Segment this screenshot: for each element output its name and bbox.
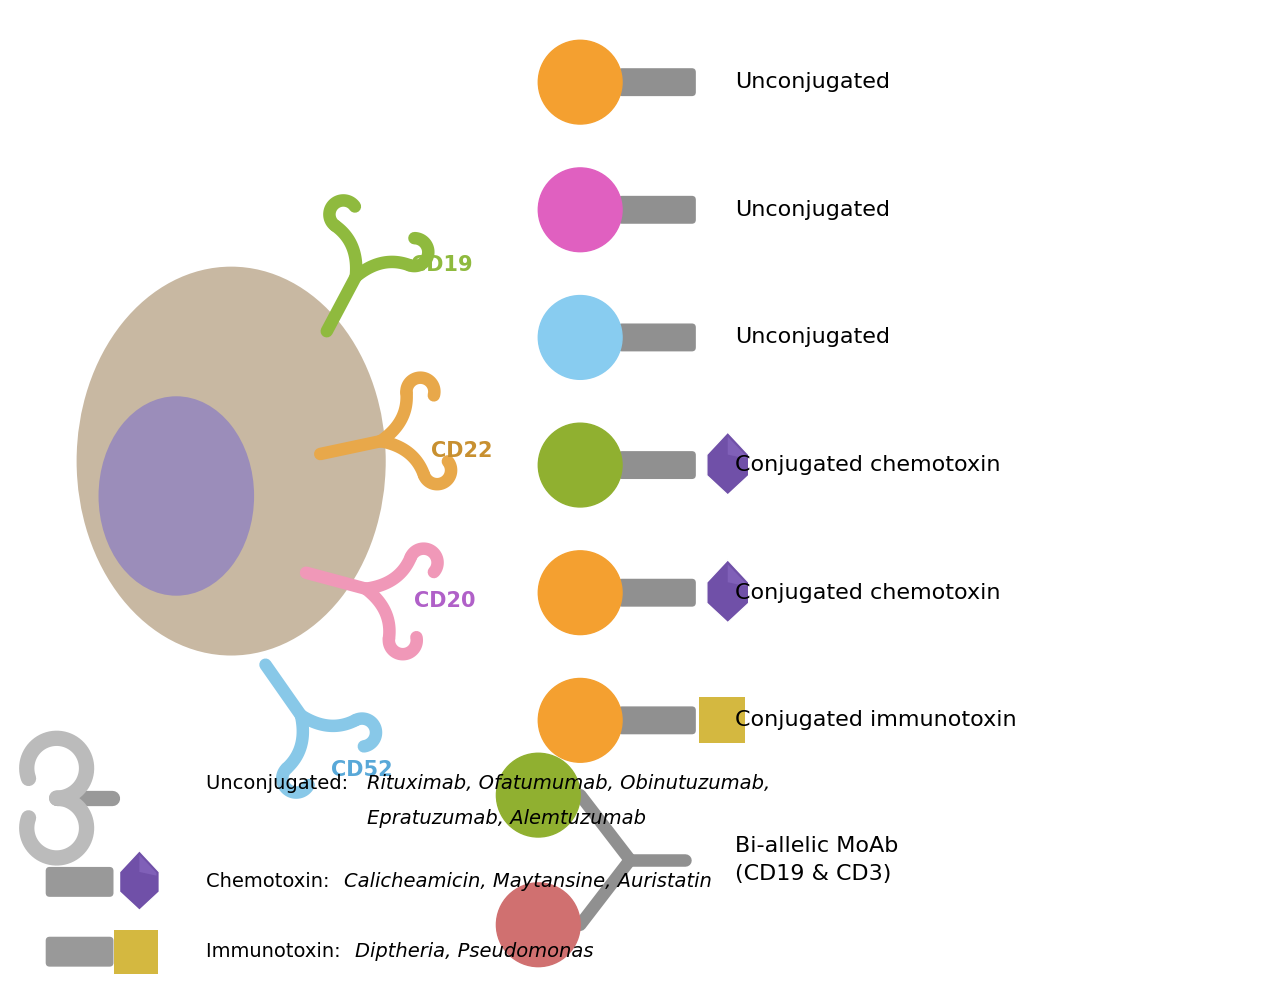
Text: Bi-allelic MoAb
(CD19 & CD3): Bi-allelic MoAb (CD19 & CD3) [735,836,899,884]
Circle shape [539,550,622,635]
Polygon shape [707,560,749,623]
FancyBboxPatch shape [114,930,159,973]
Text: Unconjugated:: Unconjugated: [206,774,355,793]
Text: CD20: CD20 [413,591,475,611]
Circle shape [539,295,622,380]
FancyBboxPatch shape [618,579,696,606]
FancyBboxPatch shape [618,69,696,96]
Text: Unconjugated: Unconjugated [735,200,890,220]
Circle shape [539,168,622,252]
Text: Immunotoxin:: Immunotoxin: [206,942,347,961]
FancyBboxPatch shape [699,697,745,744]
Text: Unconjugated: Unconjugated [735,73,890,92]
Text: Calicheamicin, Maytansine, Auristatin: Calicheamicin, Maytansine, Auristatin [344,872,712,892]
Text: Conjugated chemotoxin: Conjugated chemotoxin [735,583,1000,602]
FancyBboxPatch shape [618,451,696,479]
Text: Chemotoxin:: Chemotoxin: [206,872,335,892]
Ellipse shape [99,396,255,595]
FancyBboxPatch shape [618,706,696,735]
Circle shape [539,679,622,762]
Polygon shape [119,851,159,910]
Circle shape [539,40,622,124]
FancyBboxPatch shape [618,196,696,224]
FancyBboxPatch shape [46,867,114,897]
Circle shape [497,753,580,837]
Polygon shape [140,854,156,876]
Polygon shape [707,433,749,495]
Text: Unconjugated: Unconjugated [735,328,890,347]
Text: Diptheria, Pseudomonas: Diptheria, Pseudomonas [356,942,594,961]
Polygon shape [728,564,746,586]
Polygon shape [728,437,746,458]
Text: Rituximab, Ofatumumab, Obinutuzumab,: Rituximab, Ofatumumab, Obinutuzumab, [367,774,771,793]
Ellipse shape [77,267,385,655]
Text: CD52: CD52 [330,760,393,780]
FancyBboxPatch shape [46,937,114,966]
Text: CD22: CD22 [430,441,492,461]
Text: CD19: CD19 [411,255,472,275]
Text: Epratuzumab, Alemtuzumab: Epratuzumab, Alemtuzumab [367,808,646,828]
Text: Conjugated immunotoxin: Conjugated immunotoxin [735,710,1016,730]
Circle shape [539,423,622,507]
Text: Conjugated chemotoxin: Conjugated chemotoxin [735,455,1000,475]
Circle shape [497,883,580,966]
FancyBboxPatch shape [618,324,696,351]
